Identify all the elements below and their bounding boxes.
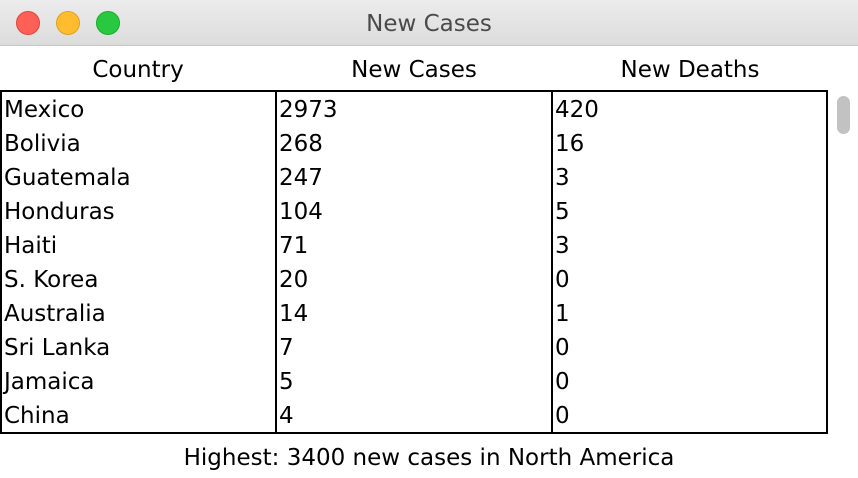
country-cell[interactable]: Honduras: [4, 199, 115, 225]
country-cell[interactable]: S. Korea: [4, 267, 99, 293]
new-cases-cell[interactable]: 4: [279, 403, 294, 429]
minimize-window-icon[interactable]: [56, 11, 80, 35]
vertical-scrollbar[interactable]: [832, 90, 854, 434]
new-cases-cell[interactable]: 2973: [279, 97, 338, 123]
new-deaths-listbox[interactable]: 420 16 3 5 3 0 1 0 0 0: [551, 90, 828, 434]
country-cell[interactable]: Haiti: [4, 233, 58, 259]
scrollbar-thumb[interactable]: [837, 96, 850, 134]
country-cell[interactable]: Jamaica: [4, 369, 95, 395]
new-cases-cell[interactable]: 247: [279, 165, 323, 191]
country-cell[interactable]: China: [4, 403, 70, 429]
new-cases-cell[interactable]: 71: [279, 233, 309, 259]
new-deaths-cell[interactable]: 1: [555, 301, 570, 327]
new-deaths-cell[interactable]: 5: [555, 199, 570, 225]
status-label: Highest: 3400 new cases in North America: [183, 445, 675, 471]
new-cases-cell[interactable]: 5: [279, 369, 294, 395]
column-header-country: Country: [92, 57, 184, 83]
country-cell[interactable]: Sri Lanka: [4, 335, 111, 361]
country-cell[interactable]: Bolivia: [4, 131, 81, 157]
window-title: New Cases: [366, 11, 492, 37]
new-cases-cell[interactable]: 14: [279, 301, 309, 327]
new-deaths-cell[interactable]: 0: [555, 403, 570, 429]
country-cell[interactable]: Mexico: [4, 97, 85, 123]
new-cases-cell[interactable]: 104: [279, 199, 323, 225]
new-deaths-cell[interactable]: 0: [555, 335, 570, 361]
country-listbox[interactable]: Mexico Bolivia Guatemala Honduras Haiti S. Ko…: [0, 90, 277, 434]
new-cases-cell[interactable]: 20: [279, 267, 309, 293]
new-deaths-cell[interactable]: 0: [555, 267, 570, 293]
new-deaths-cell[interactable]: 0: [555, 369, 570, 395]
title-bar[interactable]: New Cases: [0, 0, 858, 46]
new-deaths-cell[interactable]: 3: [555, 165, 570, 191]
new-cases-listbox[interactable]: 2973 268 247 104 71 20 14 7 5 4: [275, 90, 553, 434]
column-header-new-cases: New Cases: [351, 57, 477, 83]
maximize-window-icon[interactable]: [96, 11, 120, 35]
new-deaths-cell[interactable]: 16: [555, 131, 585, 157]
column-header-new-deaths: New Deaths: [620, 57, 760, 83]
new-cases-cell[interactable]: 7: [279, 335, 294, 361]
close-window-icon[interactable]: [16, 11, 40, 35]
country-cell[interactable]: Australia: [4, 301, 106, 327]
new-cases-cell[interactable]: 268: [279, 131, 323, 157]
new-deaths-cell[interactable]: 420: [555, 97, 599, 123]
new-deaths-cell[interactable]: 3: [555, 233, 570, 259]
country-cell[interactable]: Guatemala: [4, 165, 131, 191]
